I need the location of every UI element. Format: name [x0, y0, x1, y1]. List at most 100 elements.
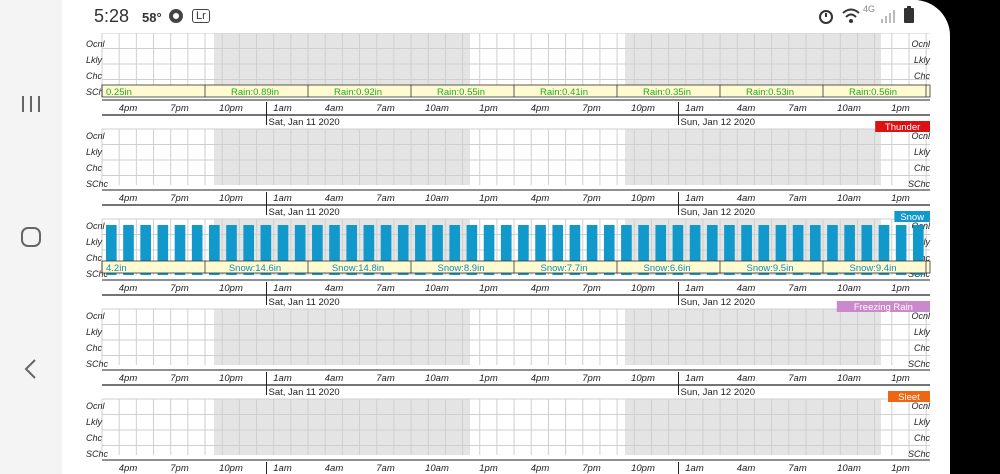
date-label: Sat, Jan 11 2020	[269, 387, 340, 398]
time-tick-label: 10am	[837, 373, 861, 384]
panel-label: Sleet	[898, 392, 920, 403]
amount-label: Rain:0.53in	[746, 87, 794, 98]
amount-strip	[101, 84, 931, 98]
time-tick-label: 4am	[737, 373, 756, 384]
snow-bar	[827, 225, 838, 275]
amount-label: Snow:6.6in	[643, 263, 690, 274]
time-tick-label: 1pm	[479, 463, 498, 474]
battery-icon	[904, 6, 914, 27]
snow-bar	[243, 225, 255, 275]
snow-bar	[672, 225, 684, 275]
level-label: Ocnl	[911, 311, 931, 321]
night-shade	[625, 33, 881, 85]
snow-bar	[603, 225, 615, 275]
time-tick-label: 10am	[425, 103, 449, 114]
snow-bar	[209, 225, 220, 275]
snow-bar	[346, 225, 358, 275]
network-type: 4G	[863, 4, 876, 14]
signal-icon	[880, 8, 896, 27]
snow-bar	[415, 225, 426, 275]
back-icon[interactable]	[0, 354, 62, 384]
time-tick-label: 10pm	[219, 463, 243, 474]
level-label: Ocnl	[911, 39, 931, 49]
time-tick-label: 10pm	[219, 373, 243, 384]
level-label: SChc	[86, 269, 109, 279]
time-tick-label: 1am	[273, 463, 292, 474]
alarm-icon	[817, 7, 835, 28]
time-tick-label: 1am	[685, 373, 704, 384]
level-label: Chc	[86, 343, 103, 353]
time-tick-label: 10am	[837, 283, 861, 294]
time-tick-label: 10pm	[631, 193, 655, 204]
night-shade	[625, 129, 881, 185]
time-tick-label: 7am	[788, 103, 807, 114]
snow-bar	[621, 225, 632, 275]
time-tick-label: 1pm	[479, 193, 498, 204]
time-tick-label: 1pm	[479, 103, 498, 114]
time-tick-label: 7am	[788, 283, 807, 294]
time-tick-label: 10pm	[219, 283, 243, 294]
time-tick-label: 7am	[788, 463, 807, 474]
recents-icon[interactable]	[0, 90, 62, 118]
amount-strip	[101, 260, 931, 274]
date-label: Sat, Jan 11 2020	[269, 297, 340, 308]
time-tick-label: 4pm	[531, 193, 550, 204]
lightroom-badge: Lr	[192, 9, 210, 23]
snow-bar	[123, 225, 134, 275]
level-label: SChc	[86, 359, 109, 369]
date-label: Sun, Jan 12 2020	[681, 387, 755, 398]
snow-bar	[140, 225, 151, 275]
level-label: Chc	[914, 343, 931, 353]
time-tick-label: 4pm	[119, 463, 138, 474]
weather-app-icon	[168, 8, 184, 27]
panel-label-bg	[875, 121, 930, 132]
snow-bar	[844, 225, 855, 275]
time-tick-label: 1am	[273, 193, 292, 204]
time-tick-label: 10am	[425, 193, 449, 204]
level-label: Chc	[914, 163, 931, 173]
snow-bar	[758, 225, 770, 275]
level-label: Chc	[86, 433, 103, 443]
time-tick-label: 1am	[273, 103, 292, 114]
snow-bar	[397, 225, 409, 275]
time-tick-label: 7pm	[582, 193, 601, 204]
level-label: Ocnl	[86, 131, 106, 141]
snow-bar	[569, 225, 581, 275]
snow-bar	[912, 225, 924, 275]
time-tick-label: 4am	[737, 463, 756, 474]
panel-label-bg	[888, 391, 930, 402]
snow-bar	[466, 225, 478, 275]
level-label: Chc	[86, 253, 103, 263]
time-tick-label: 10pm	[631, 463, 655, 474]
level-label: SChc	[908, 449, 931, 459]
home-icon[interactable]	[0, 222, 62, 252]
time-tick-label: 7pm	[170, 283, 189, 294]
snow-bar	[809, 225, 821, 275]
snow-bar	[277, 225, 289, 275]
snow-bar	[518, 225, 529, 275]
time-tick-label: 1pm	[891, 463, 910, 474]
panel-label: Snow	[900, 212, 924, 223]
time-tick-label: 1am	[685, 463, 704, 474]
time-tick-label: 7am	[376, 373, 395, 384]
snow-bar	[483, 225, 495, 275]
night-shade	[625, 399, 881, 455]
time-tick-label: 4pm	[119, 103, 138, 114]
time-tick-label: 7pm	[170, 193, 189, 204]
snow-bar	[294, 225, 306, 275]
time-tick-label: 4am	[737, 283, 756, 294]
time-tick-label: 1pm	[891, 193, 910, 204]
time-tick-label: 1am	[685, 283, 704, 294]
level-label: Ocnl	[86, 221, 106, 231]
amount-label: 0.25in	[106, 87, 132, 98]
time-tick-label: 1pm	[479, 373, 498, 384]
time-tick-label: 1am	[685, 193, 704, 204]
level-label: Lkly	[86, 147, 103, 157]
snow-bar	[500, 225, 512, 275]
time-tick-label: 7am	[376, 193, 395, 204]
amount-label: 4.2in	[106, 263, 127, 274]
date-label: Sun, Jan 12 2020	[681, 297, 755, 308]
amount-label: Rain:0.92in	[334, 87, 382, 98]
level-label: Lkly	[86, 237, 103, 247]
amount-label: Snow:9.5in	[746, 263, 793, 274]
